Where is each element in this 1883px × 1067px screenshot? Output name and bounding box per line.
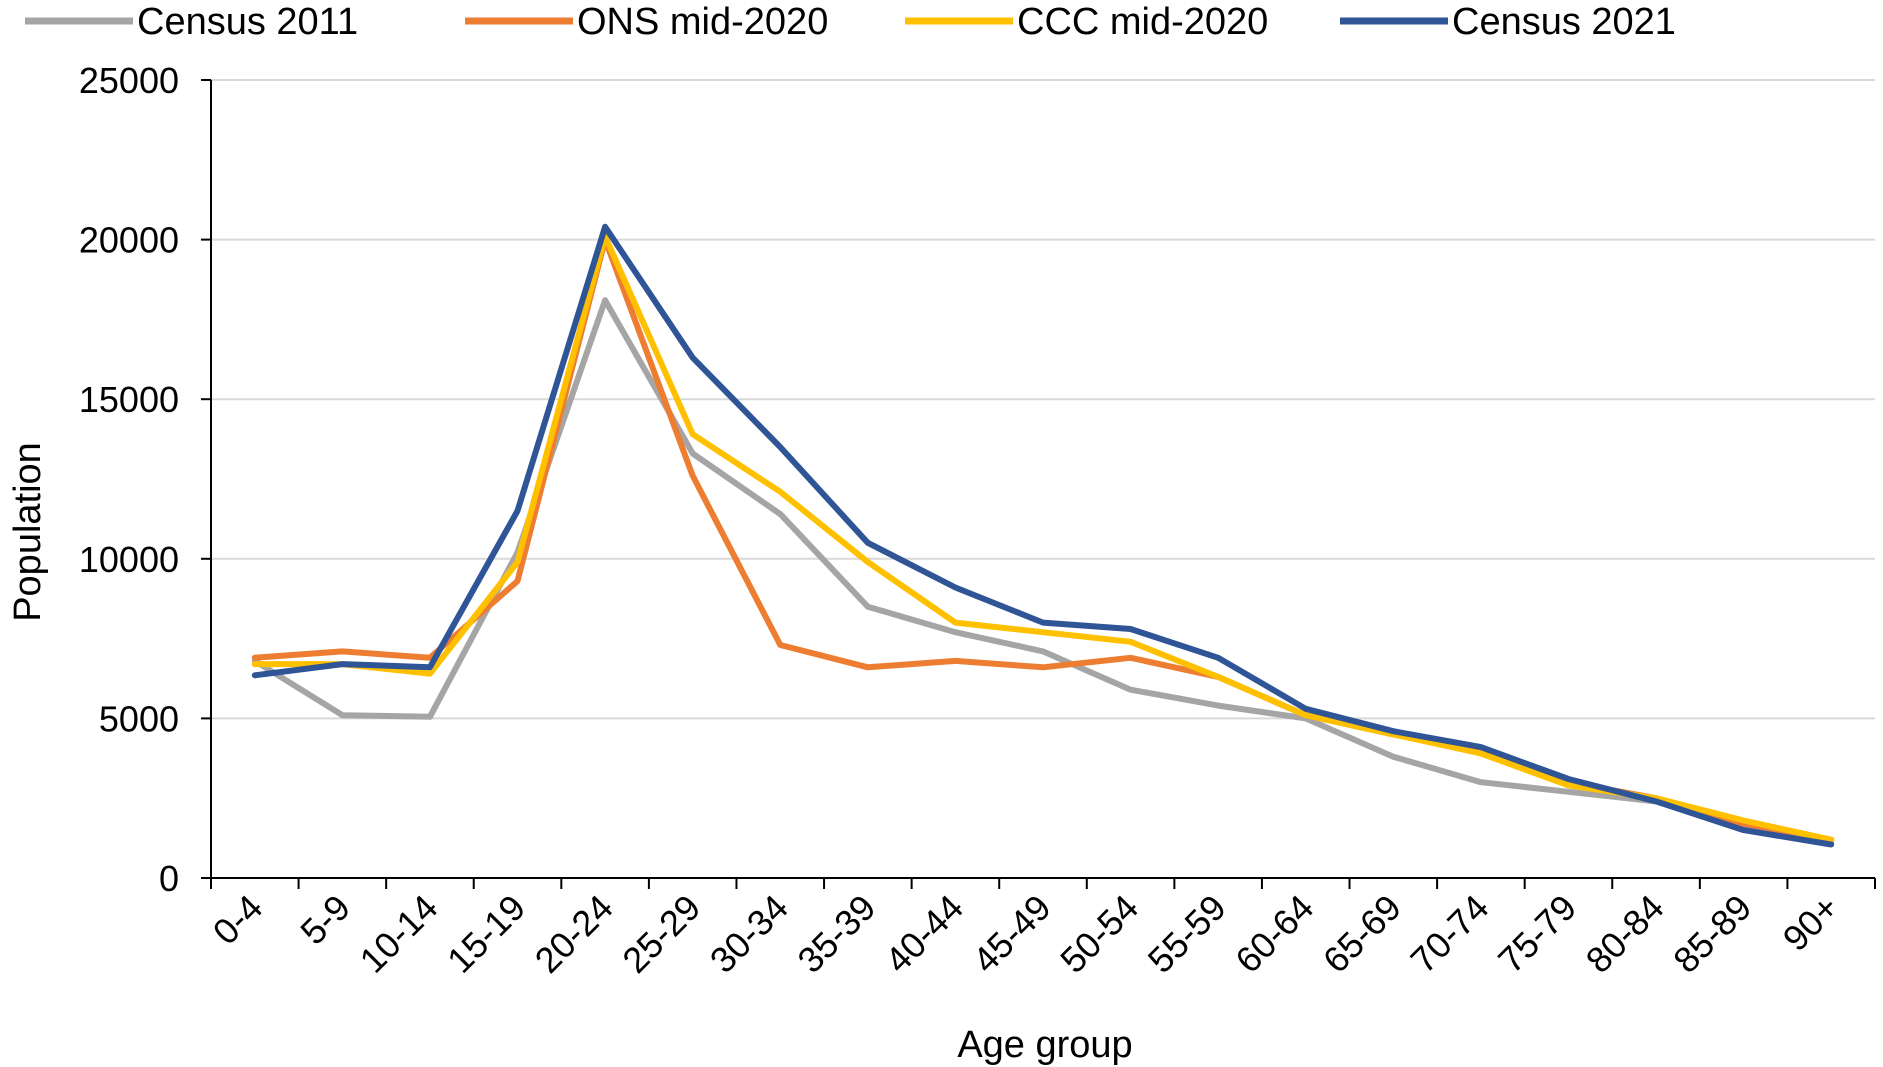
x-tick-label: 10-14 <box>352 887 446 981</box>
x-tick-label: 90+ <box>1775 887 1847 959</box>
y-axis-title: Population <box>7 442 49 622</box>
legend-label: ONS mid-2020 <box>577 1 828 43</box>
x-tick-label: 15-19 <box>439 887 533 981</box>
y-tick-label: 5000 <box>99 698 179 739</box>
x-tick-label: 50-54 <box>1052 887 1146 981</box>
y-tick-label: 15000 <box>79 379 179 420</box>
x-axis-title: Age group <box>957 1024 1132 1066</box>
x-tick-label: 75-79 <box>1490 887 1584 981</box>
series-line-ccc-mid-2020 <box>251 233 1835 843</box>
series-line-census-2011 <box>251 297 1835 846</box>
x-tick-label: 70-74 <box>1402 887 1496 981</box>
series-line-census-2021 <box>251 223 1835 848</box>
x-tick-label: 0-4 <box>205 887 271 953</box>
x-tick-label: 55-59 <box>1140 887 1234 981</box>
x-tick-label: 25-29 <box>614 887 708 981</box>
x-axis-ticks: 0-4 5-910-1415-1920-2425-2930-3435-3940-4… <box>205 878 1876 981</box>
x-tick-label: 5-9 <box>292 887 358 953</box>
x-tick-label: 20-24 <box>527 887 621 981</box>
x-tick-label: 65-69 <box>1315 887 1409 981</box>
legend-label: Census 2011 <box>137 1 358 43</box>
x-tick-label: 80-84 <box>1578 887 1672 981</box>
series-line-ons-mid-2020 <box>251 236 1835 843</box>
x-tick-label: 85-89 <box>1665 887 1759 981</box>
legend-label: CCC mid-2020 <box>1017 1 1268 43</box>
x-tick-label: 30-34 <box>702 887 796 981</box>
y-tick-label: 20000 <box>79 220 179 261</box>
y-axis-ticks: 0 5000 10000 15000 20000 25000 <box>79 60 211 899</box>
x-tick-label: 45-49 <box>965 887 1059 981</box>
legend-label: Census 2021 <box>1452 1 1676 43</box>
y-tick-label: 25000 <box>79 60 179 101</box>
y-tick-label: 0 <box>159 858 179 899</box>
x-tick-label: 60-64 <box>1227 887 1321 981</box>
series-lines <box>251 223 1835 848</box>
legend: Census 2011 ONS mid-2020 CCC mid-2020 Censu… <box>25 1 1676 43</box>
x-tick-label: 40-44 <box>877 887 971 981</box>
x-tick-label: 35-39 <box>789 887 883 981</box>
y-tick-label: 10000 <box>79 539 179 580</box>
axes <box>210 80 1875 879</box>
